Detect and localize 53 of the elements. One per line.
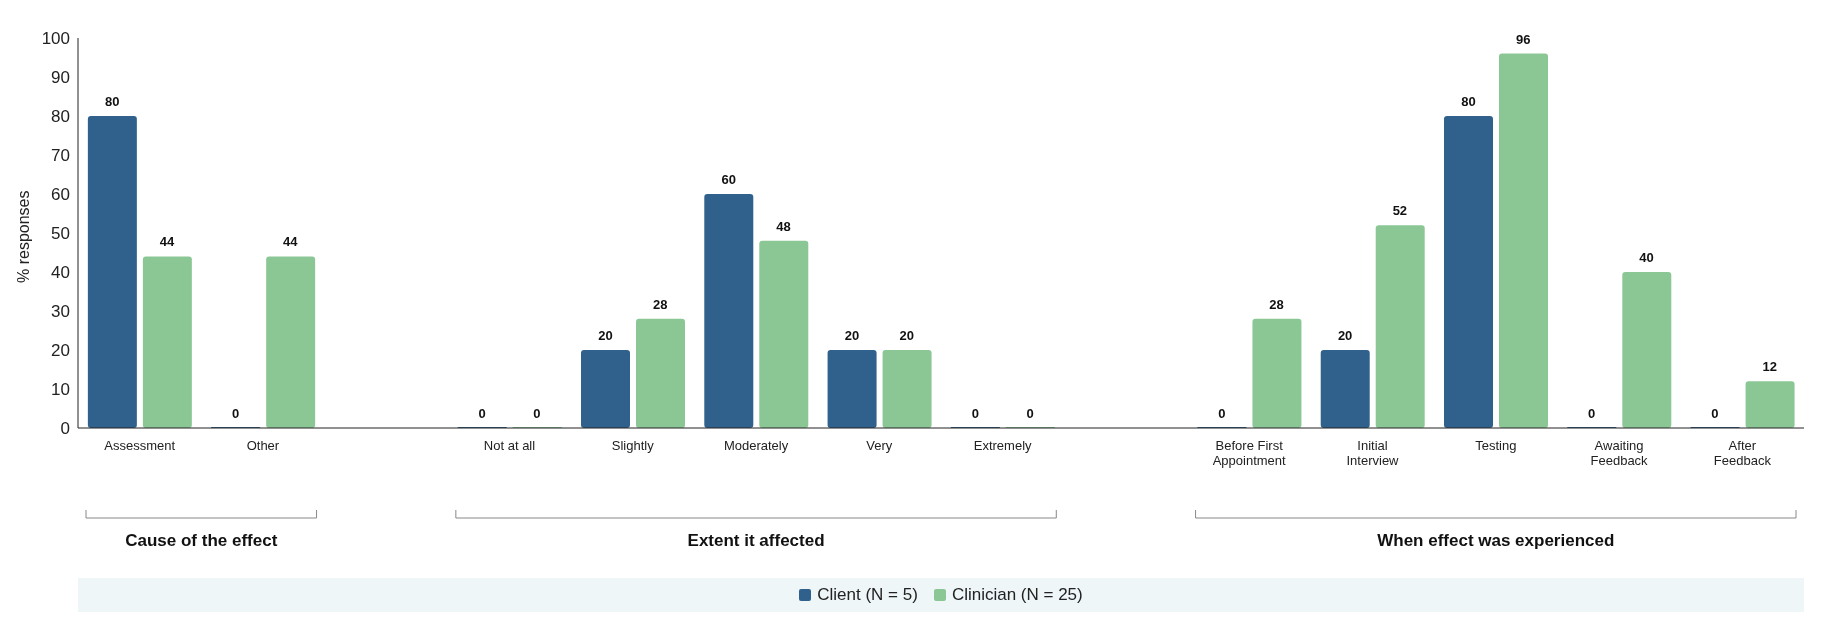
x-tick-label: Very: [866, 438, 893, 453]
y-tick-label: 70: [51, 146, 70, 166]
data-label: 20: [899, 328, 914, 343]
y-tick-label: 30: [51, 302, 70, 322]
data-label: 0: [971, 406, 979, 421]
data-label: 0: [478, 406, 486, 421]
y-tick-label: 50: [51, 224, 70, 244]
x-tick-label: Before First Appointment: [1212, 438, 1287, 468]
x-tick-label: Not at all: [483, 438, 536, 453]
data-label: 0: [533, 406, 541, 421]
x-tick-label: After Feedback: [1713, 438, 1772, 468]
y-tick-label: 10: [51, 380, 70, 400]
data-label: 0: [231, 406, 240, 421]
y-tick-label: 20: [51, 341, 70, 361]
data-label: 48: [776, 218, 791, 234]
x-tick-label: Moderately: [723, 438, 789, 453]
data-label: 96: [1515, 31, 1531, 47]
y-axis-title: % responses: [14, 190, 32, 283]
data-label: 0: [1711, 406, 1719, 421]
legend-label: Client (N = 5): [817, 585, 918, 605]
data-label: 28: [1269, 296, 1284, 312]
text: When effect was experienced: [1377, 531, 1615, 550]
y-tick-label: 60: [51, 185, 70, 205]
y-tick-label: 0: [60, 419, 70, 439]
data-label: 44: [283, 234, 299, 250]
data-label: 60: [721, 172, 736, 187]
data-label: 80: [1461, 94, 1476, 109]
x-tick-label: Initial Interview: [1346, 438, 1400, 468]
data-label: 52: [1392, 203, 1408, 219]
data-label: 28: [652, 296, 668, 312]
x-tick-label: Slightly: [611, 438, 655, 453]
text: Cause of the effect: [125, 531, 278, 550]
data-label: 40: [1639, 250, 1654, 265]
data-label: 12: [1762, 359, 1777, 375]
y-tick-label: 80: [51, 107, 70, 127]
legend-label: Clinician (N = 25): [951, 585, 1083, 605]
x-tick-label: Assessment: [104, 438, 176, 453]
data-label: 20: [1337, 328, 1353, 343]
y-tick-label: 100: [41, 29, 70, 49]
x-tick-label: Extremely: [973, 438, 1033, 453]
data-label: 0: [1588, 406, 1596, 421]
data-label: 20: [844, 328, 860, 343]
x-tick-label: Other: [246, 438, 280, 453]
text: Extent it affected: [687, 531, 825, 550]
y-tick-label: 40: [51, 263, 70, 283]
data-label: 20: [598, 328, 613, 343]
x-tick-label: Awaiting Feedback: [1590, 438, 1649, 468]
data-label: 0: [1218, 406, 1226, 421]
y-tick-label: 90: [51, 68, 70, 88]
x-tick-label: Testing: [1475, 438, 1517, 453]
data-label: 80: [105, 94, 120, 109]
data-label: 0: [1026, 406, 1034, 421]
data-label: 44: [159, 234, 176, 250]
